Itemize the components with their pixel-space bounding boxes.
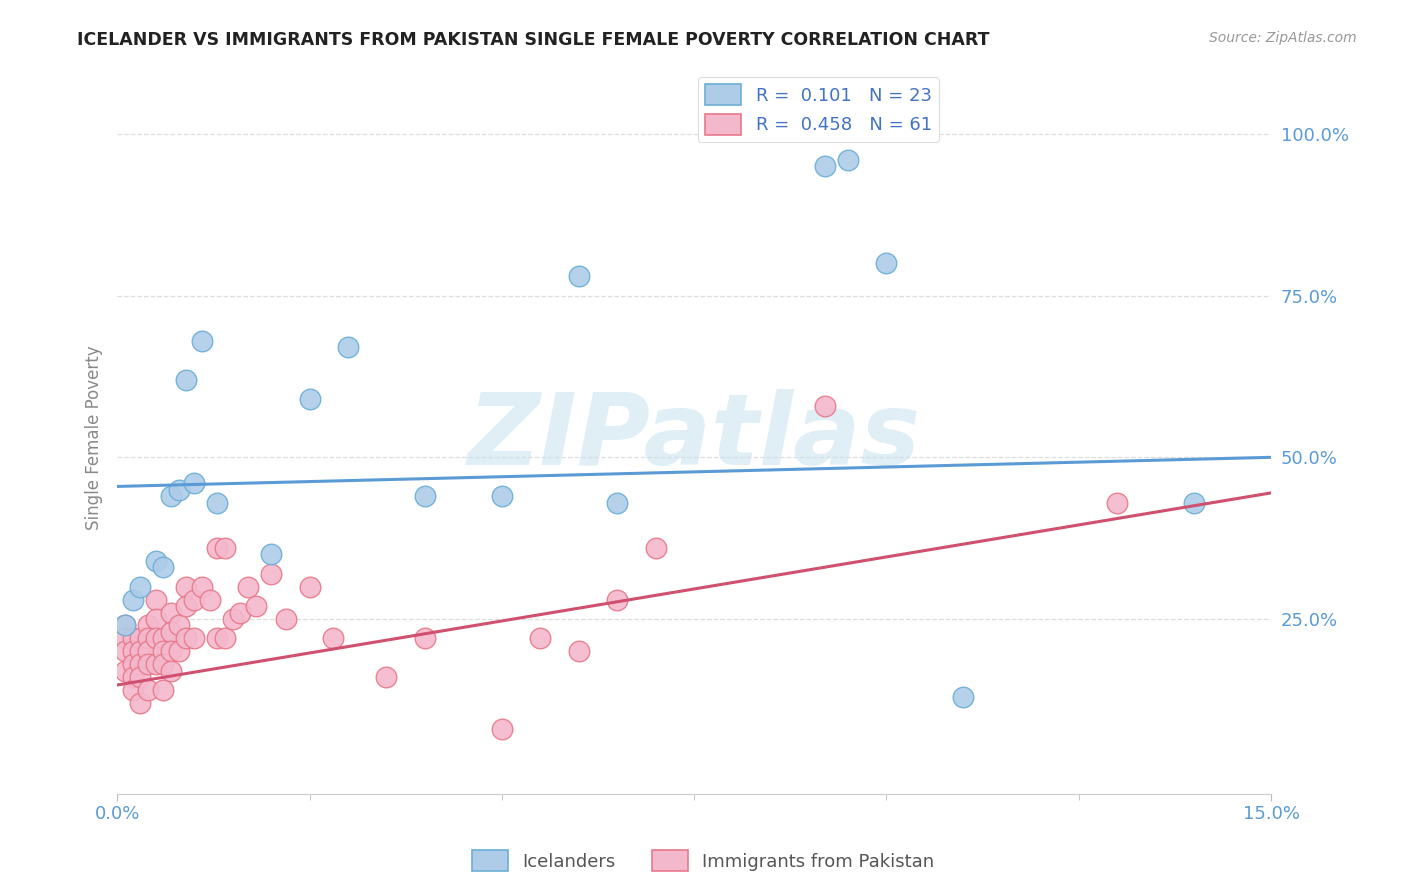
Point [167,618,190,632]
Point [152,683,174,698]
Point [129,696,152,710]
Point [145,592,167,607]
Point [568,644,591,658]
Point [236,580,259,594]
Legend: Icelanders, Immigrants from Pakistan: Icelanders, Immigrants from Pakistan [464,843,942,879]
Point [491,722,513,736]
Point [837,153,859,167]
Point [198,592,221,607]
Point [183,592,205,607]
Point [152,560,174,574]
Point [167,483,190,497]
Point [152,632,174,646]
Point [114,618,136,632]
Point [121,657,143,672]
Point [814,159,837,173]
Point [136,683,159,698]
Point [176,580,198,594]
Point [114,644,136,658]
Point [214,541,236,555]
Y-axis label: Single Female Poverty: Single Female Poverty [86,345,103,530]
Point [160,644,183,658]
Legend: R =  0.101   N = 23, R =  0.458   N = 61: R = 0.101 N = 23, R = 0.458 N = 61 [697,77,939,142]
Point [176,599,198,613]
Point [129,644,152,658]
Point [191,580,214,594]
Point [114,664,136,678]
Point [160,606,183,620]
Point [129,580,152,594]
Point [606,495,628,509]
Point [160,624,183,639]
Point [121,670,143,684]
Point [136,657,159,672]
Point [205,541,228,555]
Point [136,618,159,632]
Point [145,632,167,646]
Point [191,334,214,348]
Point [205,632,228,646]
Point [413,632,436,646]
Point [183,632,205,646]
Point [121,683,143,698]
Point [375,670,398,684]
Point [176,632,198,646]
Point [322,632,344,646]
Point [491,489,513,503]
Point [814,399,837,413]
Point [260,547,283,561]
Point [129,670,152,684]
Point [336,340,359,354]
Point [167,644,190,658]
Point [121,644,143,658]
Point [529,632,551,646]
Point [229,606,252,620]
Point [298,580,321,594]
Point [1107,495,1129,509]
Point [214,632,236,646]
Point [875,256,897,270]
Point [298,392,321,406]
Point [276,612,298,626]
Point [606,592,628,607]
Point [183,476,205,491]
Point [952,690,974,704]
Point [160,664,183,678]
Point [121,632,143,646]
Point [129,657,152,672]
Point [413,489,436,503]
Text: ICELANDER VS IMMIGRANTS FROM PAKISTAN SINGLE FEMALE POVERTY CORRELATION CHART: ICELANDER VS IMMIGRANTS FROM PAKISTAN SI… [77,31,990,49]
Point [114,632,136,646]
Point [245,599,267,613]
Point [129,632,152,646]
Point [568,269,591,284]
Point [152,657,174,672]
Point [114,618,136,632]
Point [205,495,228,509]
Point [260,566,283,581]
Point [1182,495,1205,509]
Point [145,554,167,568]
Point [644,541,666,555]
Point [136,632,159,646]
Point [221,612,243,626]
Point [121,592,143,607]
Point [176,373,198,387]
Text: ZIPatlas: ZIPatlas [468,390,921,486]
Point [145,657,167,672]
Point [160,489,183,503]
Point [152,644,174,658]
Point [136,644,159,658]
Text: Source: ZipAtlas.com: Source: ZipAtlas.com [1209,31,1357,45]
Point [145,612,167,626]
